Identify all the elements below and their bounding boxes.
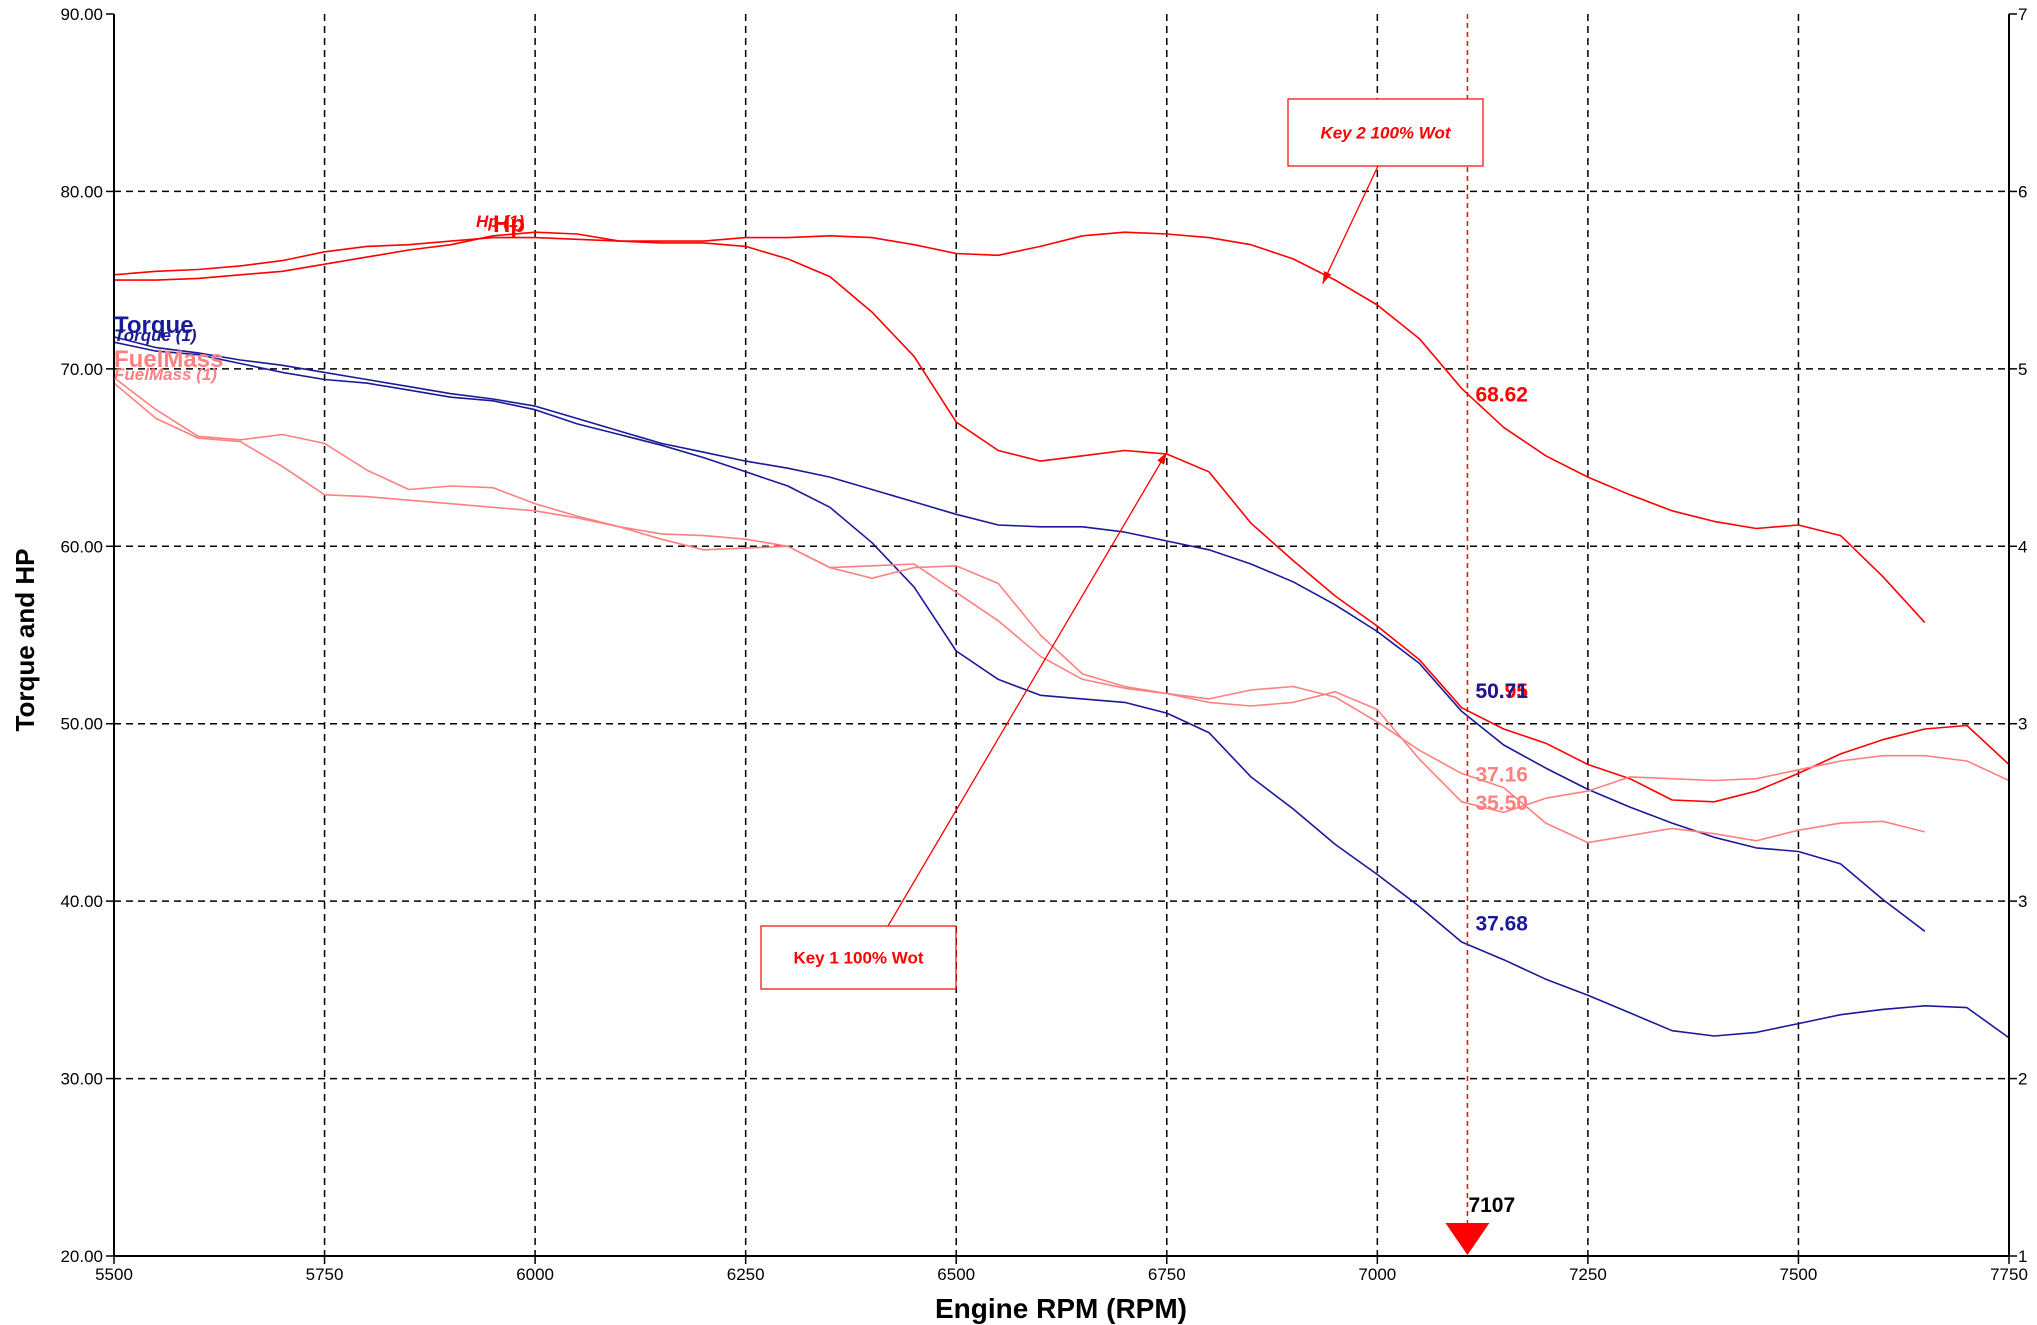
cursor-value-label: 50.95 — [1475, 680, 1528, 703]
x-tick-label: 7500 — [1780, 1265, 1818, 1284]
x-tick-label: 7750 — [1990, 1265, 2028, 1284]
series-lines — [114, 231, 2009, 1039]
legend-entry: Hp (1) — [476, 212, 525, 231]
series-line-fuelmass-1 — [114, 382, 2009, 814]
series-line-hp — [114, 231, 1926, 624]
x-tick-label: 6750 — [1148, 1265, 1186, 1284]
x-tick-label: 5500 — [95, 1265, 133, 1284]
y-tick-label: 70.00 — [60, 360, 103, 379]
legend-entry: FuelMass — [114, 346, 223, 373]
x-tick-label: 6500 — [937, 1265, 975, 1284]
annotations: Key 2 100% Wot Key 1 100% Wot — [760, 98, 1484, 990]
cursor-value-label: 37.68 — [1475, 912, 1528, 935]
cursor-value-label: 50.71 — [1475, 680, 1528, 703]
x-tick-label: 7000 — [1358, 1265, 1396, 1284]
y-axis-title: Torque and HP — [10, 549, 40, 732]
y-tick-label: 30.00 — [60, 1070, 103, 1089]
y-tick-label: 40.00 — [60, 892, 103, 911]
x-tick-label: 7250 — [1569, 1265, 1607, 1284]
legend-entry: FuelMass (1) — [114, 365, 217, 384]
series-line-fuelmass — [114, 377, 1925, 844]
right-axis-tick-label: 5 — [2018, 360, 2027, 379]
y-tick-label: 60.00 — [60, 537, 103, 556]
right-axis-tick-label: 7 — [2018, 5, 2027, 24]
cursor-marker-icon[interactable] — [1445, 1223, 1490, 1255]
series-line-hp-1 — [114, 231, 2009, 803]
series-line-torque — [114, 336, 1926, 932]
annotation-box — [760, 925, 957, 990]
annotation-leader — [887, 451, 1168, 927]
series-line-torque-1 — [114, 341, 2009, 1039]
annotation-leader — [1322, 165, 1379, 284]
legend-entry: Torque — [114, 312, 194, 339]
cursor-value-label: 35.50 — [1475, 792, 1528, 815]
y-tick-label: 50.00 — [60, 715, 103, 734]
y-tick-label: 90.00 — [60, 5, 103, 24]
plot-background — [114, 14, 2009, 1256]
annotation-arrowhead-icon — [1157, 452, 1167, 465]
annotation-box — [1287, 98, 1484, 167]
legend-entry: Hp — [493, 211, 525, 238]
x-axis-title: Engine RPM (RPM) — [935, 1293, 1187, 1324]
y-tick-label: 20.00 — [60, 1247, 103, 1266]
x-tick-label: 5750 — [306, 1265, 344, 1284]
right-axis-tick-label: 4 — [2018, 537, 2027, 556]
cursor-rpm-label: 7107 — [1468, 1194, 1515, 1217]
annotation-label: Key 1 100% Wot — [793, 949, 923, 968]
legend-entry: Torque (1) — [114, 326, 197, 345]
x-tick-label: 6000 — [516, 1265, 554, 1284]
y-tick-label: 80.00 — [60, 182, 103, 201]
x-tick-label: 6250 — [727, 1265, 765, 1284]
annotation-arrowhead-icon — [1322, 271, 1332, 284]
cursor-value-label: 37.16 — [1475, 763, 1528, 786]
gridlines — [114, 14, 2009, 1256]
right-axis-tick-label: 6 — [2018, 182, 2027, 201]
right-axis-tick-label: 3 — [2018, 715, 2027, 734]
right-axis-tick-label: 3 — [2018, 892, 2027, 911]
axes: 5500 5750 6000 6250 6500 6750 7000 7250 7500 7750… — [60, 5, 2027, 1284]
cursor-value-label: 68.62 — [1475, 383, 1528, 406]
right-axis-tick-label: 2 — [2018, 1070, 2027, 1089]
right-axis-tick-label: 1 — [2018, 1247, 2027, 1266]
annotation-label: Key 2 100% Wot — [1320, 124, 1451, 143]
